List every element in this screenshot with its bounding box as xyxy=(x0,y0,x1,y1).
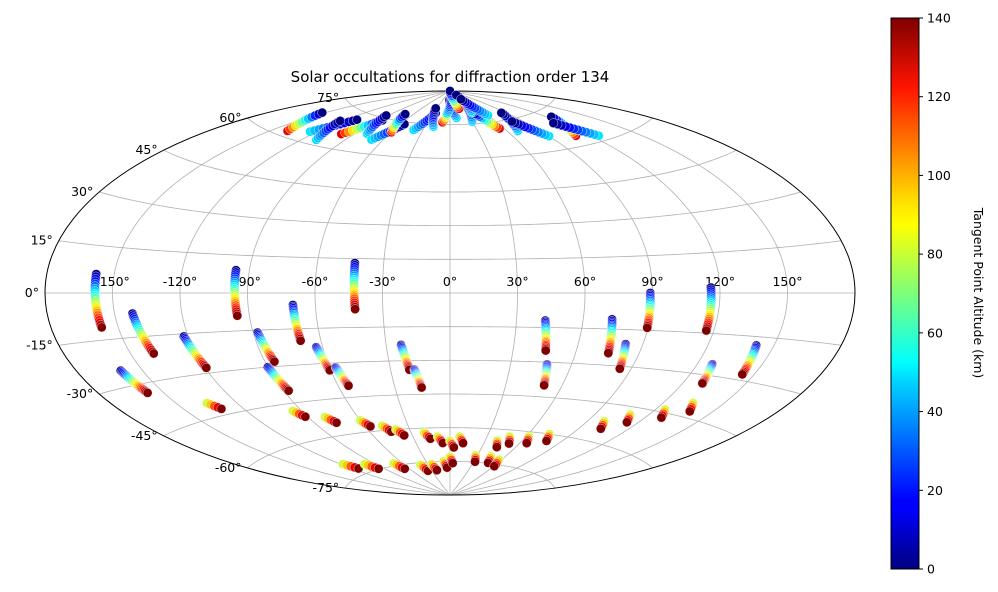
occultation-point xyxy=(489,461,500,472)
longitude-tick-label: -120° xyxy=(163,274,198,289)
occultation-point xyxy=(622,417,632,428)
colorbar-tick-label: 80 xyxy=(927,247,943,262)
longitude-tick-label: -30° xyxy=(369,274,396,289)
longitude-gridline xyxy=(314,91,451,495)
latitude-tick-label: 75° xyxy=(317,90,339,105)
colorbar-tick-label: 120 xyxy=(927,89,951,104)
colorbar-tick-label: 0 xyxy=(927,562,935,577)
longitude-tick-label: 30° xyxy=(506,274,528,289)
occultation-point xyxy=(399,430,410,441)
colorbar-label: Tangent Point Altitude (km) xyxy=(971,207,986,379)
colorbar-tick-label: 20 xyxy=(927,483,943,498)
latitude-tick-label: -15° xyxy=(26,337,53,352)
occultation-point xyxy=(603,348,614,358)
occultation-point xyxy=(96,322,107,333)
occultation-point xyxy=(430,103,441,114)
occultation-point xyxy=(507,116,517,127)
occultation-point xyxy=(458,438,468,448)
occultation-point xyxy=(381,110,392,121)
longitude-tick-label: 150° xyxy=(772,274,802,289)
occultation-point xyxy=(416,382,427,393)
latitude-tick-label: -30° xyxy=(67,386,94,401)
occultation-point xyxy=(373,463,384,474)
occultation-point xyxy=(283,385,294,396)
colorbar-tick-label: 60 xyxy=(927,325,943,340)
occultation-point xyxy=(350,304,360,314)
occultation-point xyxy=(642,322,653,333)
longitude-tick-label: -60° xyxy=(302,274,329,289)
longitude-tick-label: 0° xyxy=(443,274,457,289)
longitude-tick-label: 60° xyxy=(574,274,596,289)
occultation-point xyxy=(447,458,458,468)
occultation-point xyxy=(317,107,328,118)
longitude-tick-label: -150° xyxy=(95,274,130,289)
occultation-point xyxy=(504,438,514,449)
occultation-point xyxy=(148,348,159,359)
longitude-gridline xyxy=(112,91,451,495)
occultation-point xyxy=(365,421,376,432)
longitude-gridline xyxy=(449,91,586,495)
occultation-point xyxy=(656,412,667,423)
graticule-grid xyxy=(45,91,855,495)
latitude-tick-label: -60° xyxy=(215,460,242,475)
occultation-point xyxy=(399,463,410,474)
longitude-gridline xyxy=(449,91,721,495)
occultation-point xyxy=(142,388,153,398)
axis-tick-labels: -150° -120° -90° -60° -30° 0° 30° 60° 90° 120° 150… xyxy=(25,90,803,495)
longitude-tick-label: 90° xyxy=(641,274,663,289)
occultation-point xyxy=(697,378,708,389)
occultation-point xyxy=(470,456,480,467)
colorbar-ticks: 0 20 40 60 80 100 120 140 xyxy=(919,11,951,577)
colorbar-tick-label: 100 xyxy=(927,168,951,183)
chart-title: Solar occultations for diffraction order… xyxy=(291,68,610,86)
longitude-tick-label: -90° xyxy=(234,274,261,289)
occultation-point xyxy=(521,438,532,448)
colorbar-tick-label: 140 xyxy=(927,11,951,26)
occultation-point xyxy=(540,345,551,356)
longitude-gridline xyxy=(382,91,451,495)
occultation-point xyxy=(539,380,549,391)
occultation-point xyxy=(343,380,354,391)
occultation-point xyxy=(456,94,466,105)
occultation-point xyxy=(352,114,362,125)
occultation-point xyxy=(300,411,311,422)
occultation-point xyxy=(548,118,559,128)
latitude-tick-label: 60° xyxy=(219,110,241,125)
occultation-point xyxy=(448,442,459,453)
occultation-point xyxy=(496,108,507,118)
occultation-point xyxy=(295,335,306,346)
latitude-tick-label: 30° xyxy=(71,184,93,199)
latitude-tick-label: 0° xyxy=(25,285,39,300)
occultation-point xyxy=(269,356,280,367)
occultation-point xyxy=(596,423,606,434)
longitude-gridline xyxy=(449,91,788,495)
colorbar xyxy=(890,17,920,570)
data-points xyxy=(90,86,762,476)
occultation-point xyxy=(335,116,346,126)
occultation-point xyxy=(491,442,502,452)
latitude-tick-label: 45° xyxy=(135,142,157,157)
occultation-point xyxy=(232,310,243,321)
occultation-point xyxy=(432,465,442,476)
occultation-point xyxy=(400,109,411,119)
occultation-point xyxy=(216,404,227,414)
occultation-point xyxy=(615,363,625,374)
longitude-gridline xyxy=(247,91,451,495)
colorbar-tick-label: 40 xyxy=(927,404,943,419)
latitude-tick-label: 15° xyxy=(31,233,53,248)
latitude-tick-label: -75° xyxy=(313,480,340,495)
longitude-gridline xyxy=(179,91,451,495)
occultation-point xyxy=(685,406,695,417)
latitude-tick-label: -45° xyxy=(131,428,158,443)
longitude-gridline xyxy=(449,91,518,495)
occultation-point xyxy=(701,325,712,336)
occultation-point xyxy=(331,417,342,428)
occultation-point xyxy=(737,369,748,380)
occultation-point xyxy=(201,362,212,373)
occultation-point xyxy=(541,436,552,446)
